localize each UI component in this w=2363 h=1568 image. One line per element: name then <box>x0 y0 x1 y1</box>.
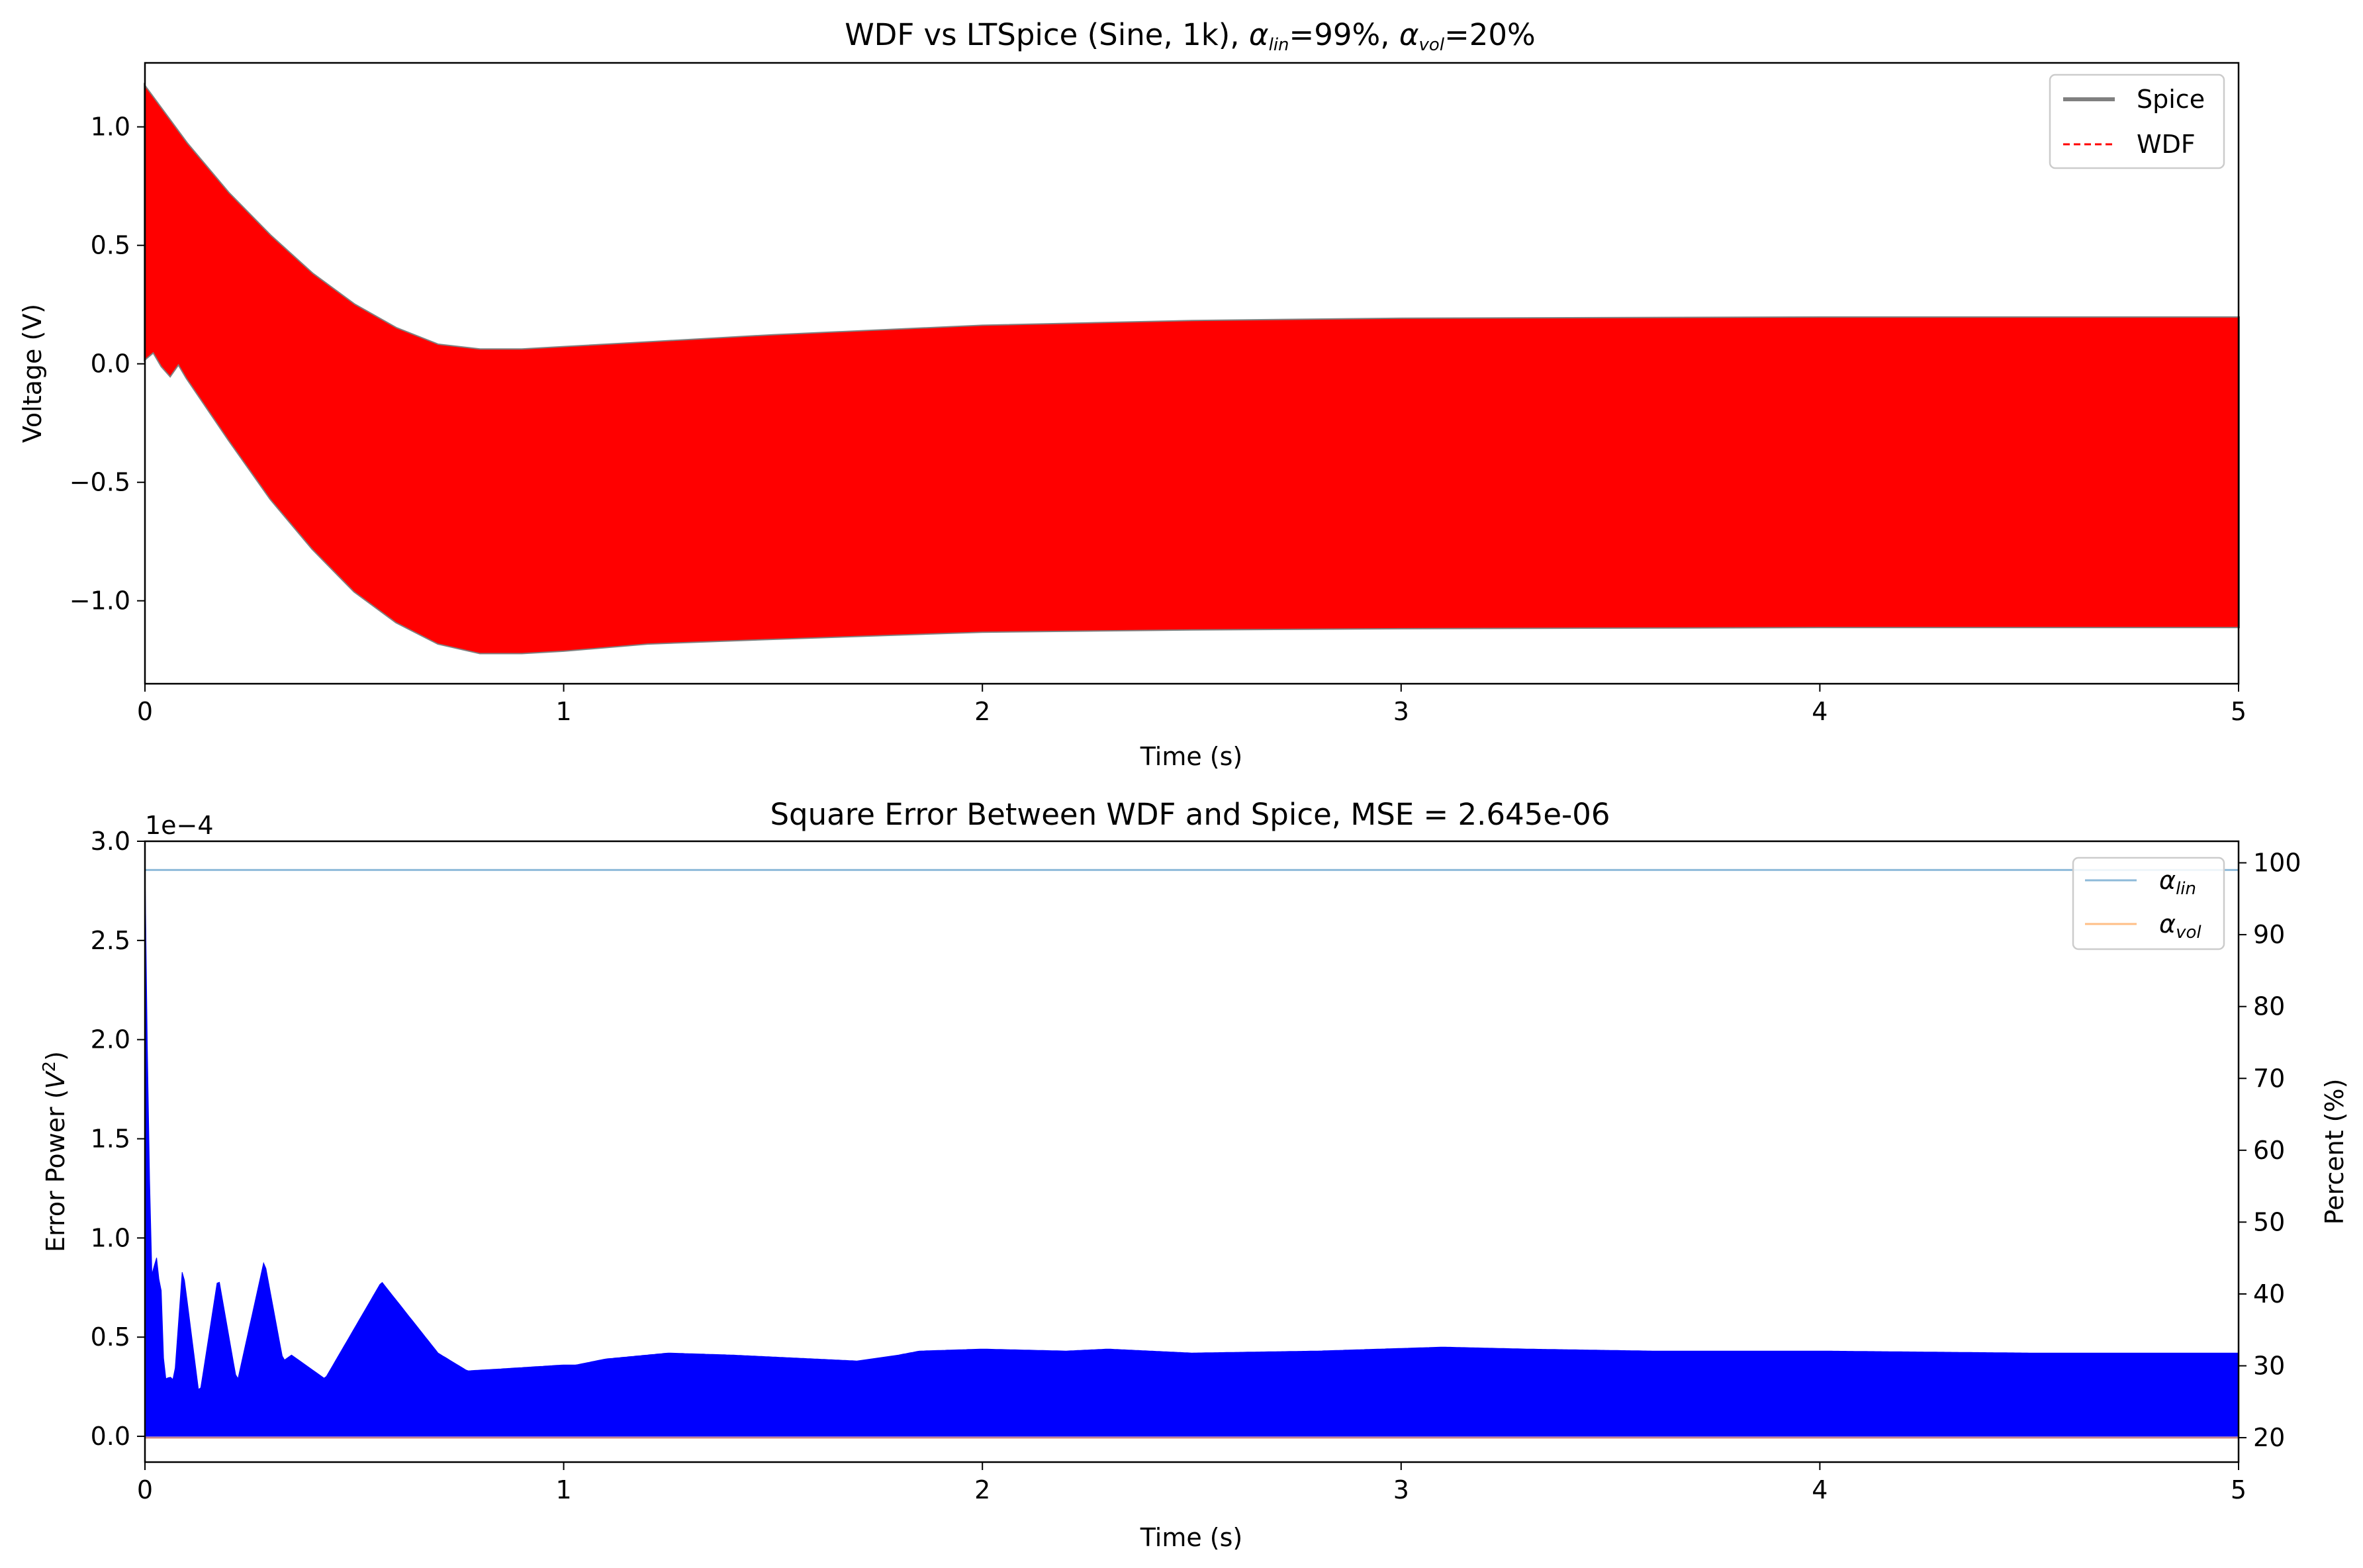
bottom-x-tick-label: 0 <box>137 1475 153 1504</box>
bottom-x-ticks: 0 1 2 3 4 5 <box>137 1462 2247 1504</box>
bottom-right-y-tick-label: 70 <box>2253 1064 2285 1093</box>
bottom-right-y-tick-label: 60 <box>2253 1136 2285 1165</box>
bottom-y-tick-label: 2.0 <box>91 1025 130 1054</box>
bottom-right-y-tick-label: 20 <box>2253 1423 2285 1452</box>
top-y-tick-label: 0.5 <box>91 231 130 260</box>
top-y-tick-label: 1.0 <box>91 113 130 142</box>
top-x-axis-label: Time (s) <box>1140 742 1243 771</box>
bottom-y-tick-label: 2.5 <box>91 926 130 955</box>
bottom-chart: Square Error Between WDF and Spice, MSE … <box>40 797 2349 1552</box>
legend-label-alpha-lin: αlin <box>2159 866 2196 899</box>
bottom-x-tick-label: 4 <box>1812 1475 1828 1504</box>
bottom-y-tick-label: 1.5 <box>91 1125 130 1154</box>
bottom-legend-box <box>2072 856 2225 950</box>
bottom-y-ticks: 3.0 2.5 2.0 1.5 1.0 0.5 0.0 <box>91 827 145 1451</box>
bottom-y-tick-label: 0.0 <box>91 1422 130 1451</box>
top-x-tick-label: 3 <box>1393 697 1409 726</box>
top-axes-frame <box>144 62 2240 685</box>
top-y-ticks: 1.0 0.5 0.0 −0.5 −1.0 <box>70 113 145 616</box>
bottom-right-y-tick-label: 90 <box>2253 920 2285 949</box>
bottom-axes-frame <box>144 840 2240 1463</box>
top-y-tick-label: −0.5 <box>70 468 130 497</box>
bottom-right-y-tick-label: 30 <box>2253 1352 2285 1381</box>
bottom-y-offset-text: 1e−4 <box>145 811 214 840</box>
bottom-right-y-axis-label: Percent (%) <box>2320 1079 2349 1225</box>
top-x-tick-label: 4 <box>1812 697 1828 726</box>
series-square-error-area <box>144 860 2239 1437</box>
series-wdf-band <box>145 86 2239 653</box>
top-plot-area <box>144 82 2240 655</box>
top-y-axis-label: Voltage (V) <box>18 304 47 443</box>
top-chart-title: WDF vs LTSpice (Sine, 1k), αlin=99%, αvo… <box>845 17 1536 55</box>
top-legend: Spice WDF <box>2049 73 2225 169</box>
bottom-chart-title: Square Error Between WDF and Spice, MSE … <box>770 797 1610 832</box>
top-x-ticks: 0 1 2 3 4 5 <box>137 684 2247 726</box>
legend-label-alpha-vol: αvol <box>2159 909 2201 943</box>
bottom-x-tick-label: 3 <box>1393 1475 1409 1504</box>
bottom-x-tick-label: 1 <box>556 1475 572 1504</box>
top-y-tick-label: 0.0 <box>91 349 130 379</box>
bottom-right-y-tick-label: 50 <box>2253 1207 2285 1236</box>
bottom-x-axis-label: Time (s) <box>1140 1523 1243 1552</box>
top-x-tick-label: 1 <box>556 697 572 726</box>
top-x-tick-label: 2 <box>974 697 990 726</box>
bottom-plot-area <box>144 860 2239 1439</box>
bottom-right-y-tick-label: 100 <box>2253 849 2301 878</box>
bottom-y-tick-label: 0.5 <box>91 1322 130 1352</box>
bottom-y-tick-label: 1.0 <box>91 1223 130 1252</box>
legend-label-wdf: WDF <box>2137 130 2196 159</box>
top-x-tick-label: 0 <box>137 697 153 726</box>
top-x-tick-label: 5 <box>2231 697 2247 726</box>
bottom-legend: αlin αvol <box>2072 856 2225 950</box>
top-y-tick-label: −1.0 <box>70 586 130 616</box>
bottom-right-y-tick-label: 80 <box>2253 992 2285 1021</box>
bottom-x-tick-label: 5 <box>2231 1475 2247 1504</box>
bottom-y-tick-label: 3.0 <box>91 827 130 856</box>
legend-label-spice: Spice <box>2137 85 2205 114</box>
bottom-right-y-ticks: 100 90 80 70 60 50 40 30 20 <box>2239 849 2301 1452</box>
top-chart: WDF vs LTSpice (Sine, 1k), αlin=99%, αvo… <box>18 17 2247 771</box>
bottom-x-tick-label: 2 <box>974 1475 990 1504</box>
bottom-right-y-tick-label: 40 <box>2253 1279 2285 1309</box>
bottom-y-axis-label: Error Power (V2) <box>40 1051 70 1252</box>
